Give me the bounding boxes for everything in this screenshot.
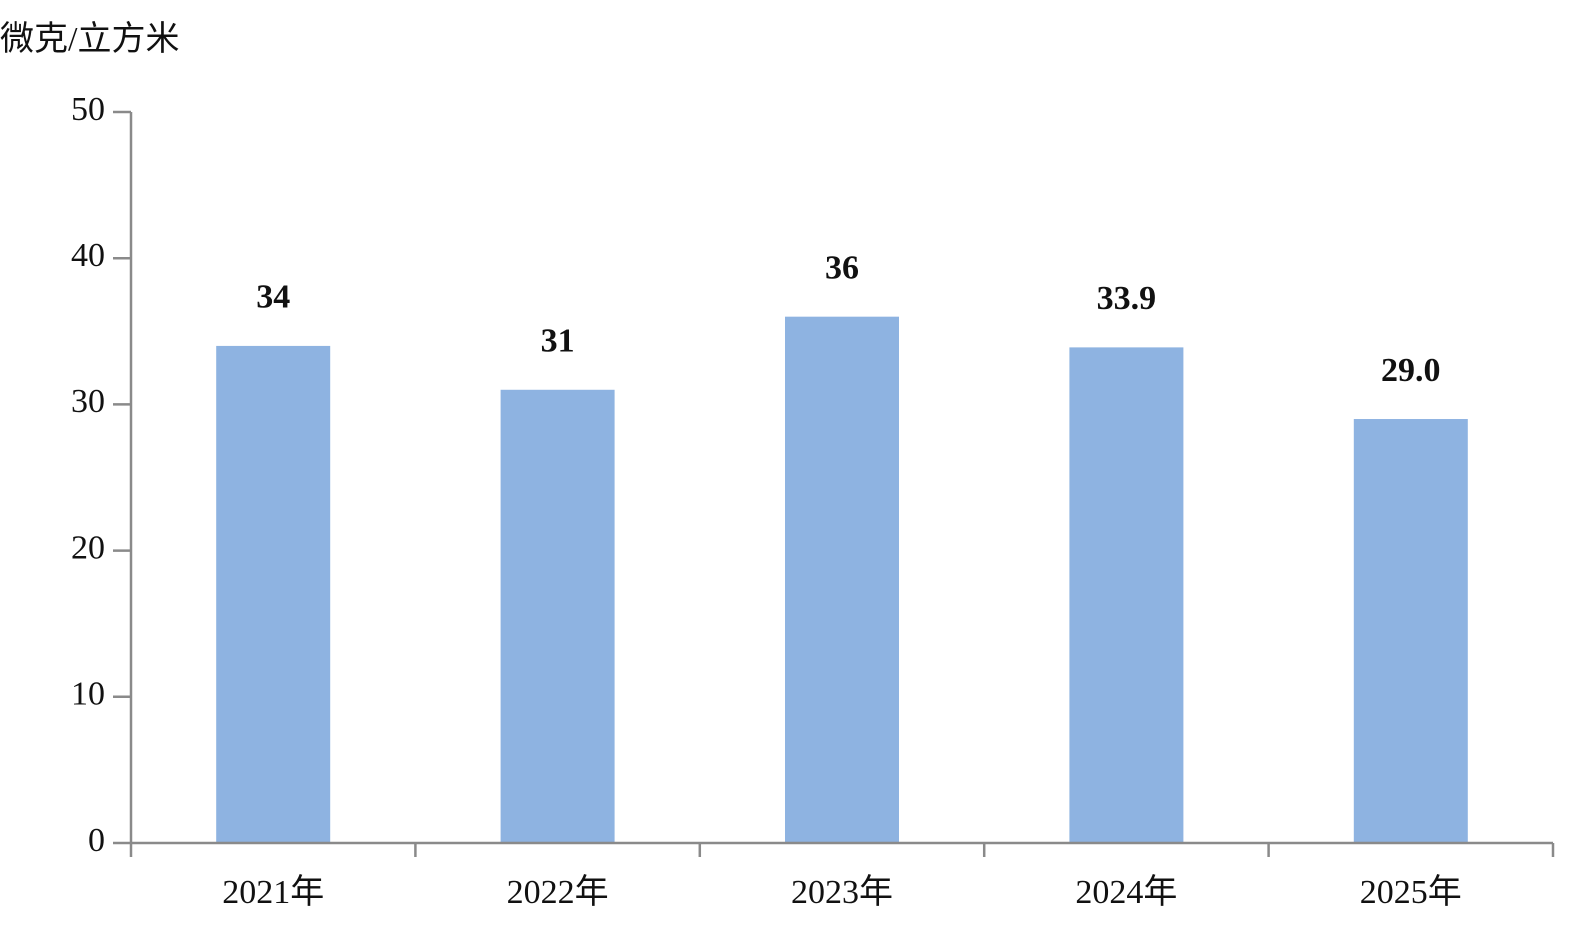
y-tick-label: 10 (71, 676, 105, 713)
x-tick-label: 2023年 (791, 873, 893, 911)
data-label: 31 (541, 323, 575, 360)
y-tick-label: 40 (71, 237, 105, 274)
x-tick-label: 2025年 (1360, 873, 1462, 911)
x-tick-label: 2021年 (222, 873, 324, 911)
data-label: 36 (825, 249, 859, 286)
y-tick-label: 50 (71, 91, 105, 128)
bar (785, 316, 899, 843)
x-tick-label: 2024年 (1075, 873, 1177, 911)
y-tick-label: 20 (71, 529, 105, 566)
x-tick-label: 2022年 (507, 873, 609, 911)
bar (500, 389, 615, 843)
data-label: 33.9 (1097, 280, 1157, 317)
bar (1069, 347, 1184, 843)
y-axis-label: 微克/立方米 (0, 20, 179, 58)
data-label: 29.0 (1381, 352, 1441, 389)
bar (216, 345, 331, 843)
data-label: 34 (256, 279, 290, 316)
y-tick-label: 30 (71, 383, 105, 420)
bar (1353, 419, 1468, 843)
y-tick-label: 0 (88, 822, 105, 859)
